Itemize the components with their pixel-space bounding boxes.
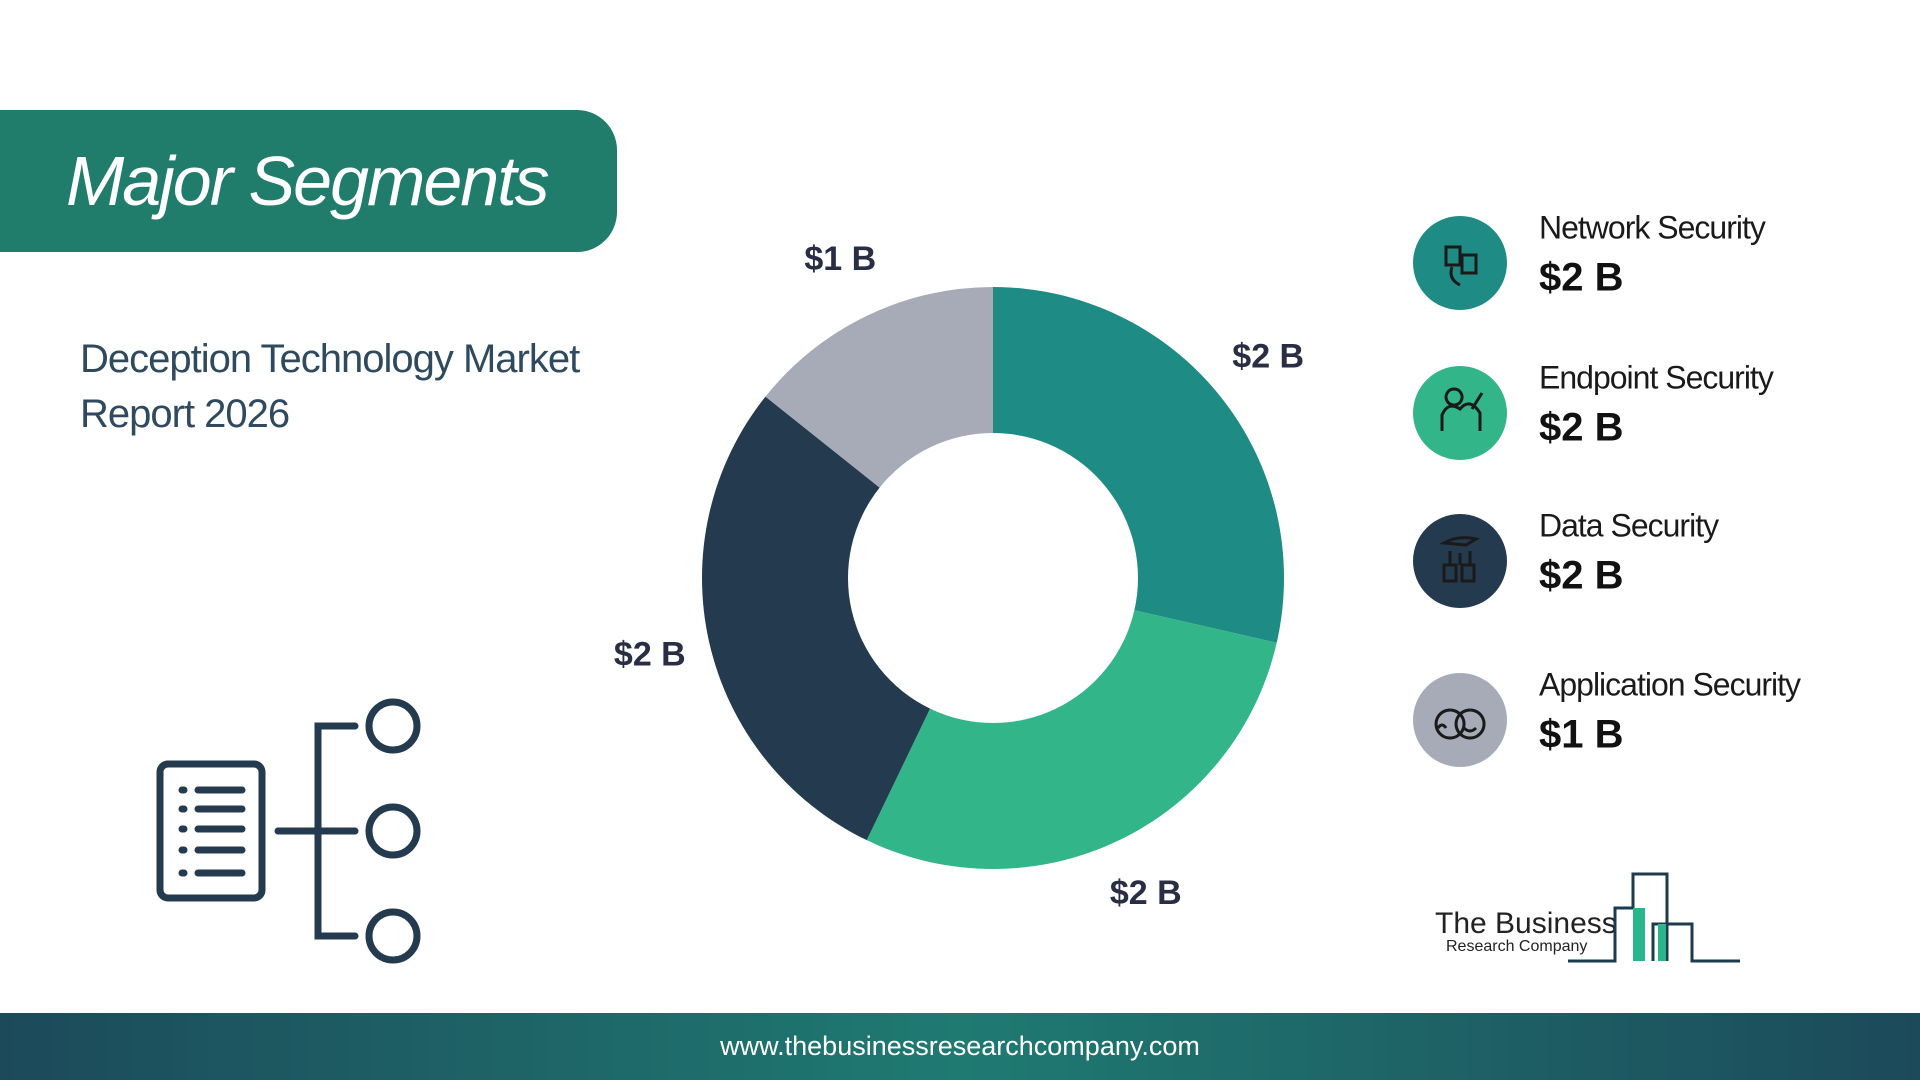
data-label: $2 B <box>1110 874 1182 912</box>
data-label: $1 B <box>804 240 876 278</box>
legend-item: Endpoint Security $2 B <box>1413 359 1775 460</box>
donut-slice <box>765 287 993 488</box>
legend-item: Data Security $2 B <box>1413 507 1720 608</box>
legend-glyph <box>1434 708 1486 740</box>
data-label: $2 B <box>1232 338 1304 376</box>
logo-line2: Research Company <box>1446 938 1587 955</box>
legend-label: Endpoint Security <box>1539 359 1774 395</box>
logo: The Business Research Company <box>1435 872 1740 963</box>
legend-label: Data Security <box>1539 507 1719 543</box>
chart-title: Major Segments <box>66 142 550 220</box>
title-banner: Major Segments <box>0 110 617 252</box>
legend-value: $1 B <box>1539 713 1624 757</box>
legend-value: $2 B <box>1539 256 1624 300</box>
donut-slice <box>993 287 1284 643</box>
legend-glyph <box>1444 245 1478 287</box>
chart: The Business Research Company $2 B $2 B $2… <box>156 209 1802 964</box>
legend-label: Application Security <box>1539 666 1801 702</box>
data-label: $2 B <box>614 635 686 673</box>
legend-value: $2 B <box>1539 406 1624 450</box>
donut-slice <box>701 396 931 841</box>
legend-label: Network Security <box>1539 209 1766 245</box>
footer: www.thebusinessresearchcompany.com <box>0 1013 1920 1080</box>
legend-item: Application Security $1 B <box>1413 666 1802 767</box>
legend-icon <box>1413 366 1507 460</box>
legend-item: Network Security $2 B <box>1413 209 1767 310</box>
legend-value: $2 B <box>1539 554 1624 598</box>
footer-url: www.thebusinessresearchcompany.com <box>720 1031 1200 1061</box>
legend-glyph <box>1439 536 1480 583</box>
list-icon <box>156 698 421 964</box>
legend-icon <box>1413 673 1507 767</box>
chart-subtitle: Deception Technology Market Report 2026 <box>80 337 580 436</box>
legend-glyph <box>1440 387 1484 431</box>
donut-slice <box>866 610 1277 869</box>
logo-line1: The Business <box>1435 907 1617 940</box>
